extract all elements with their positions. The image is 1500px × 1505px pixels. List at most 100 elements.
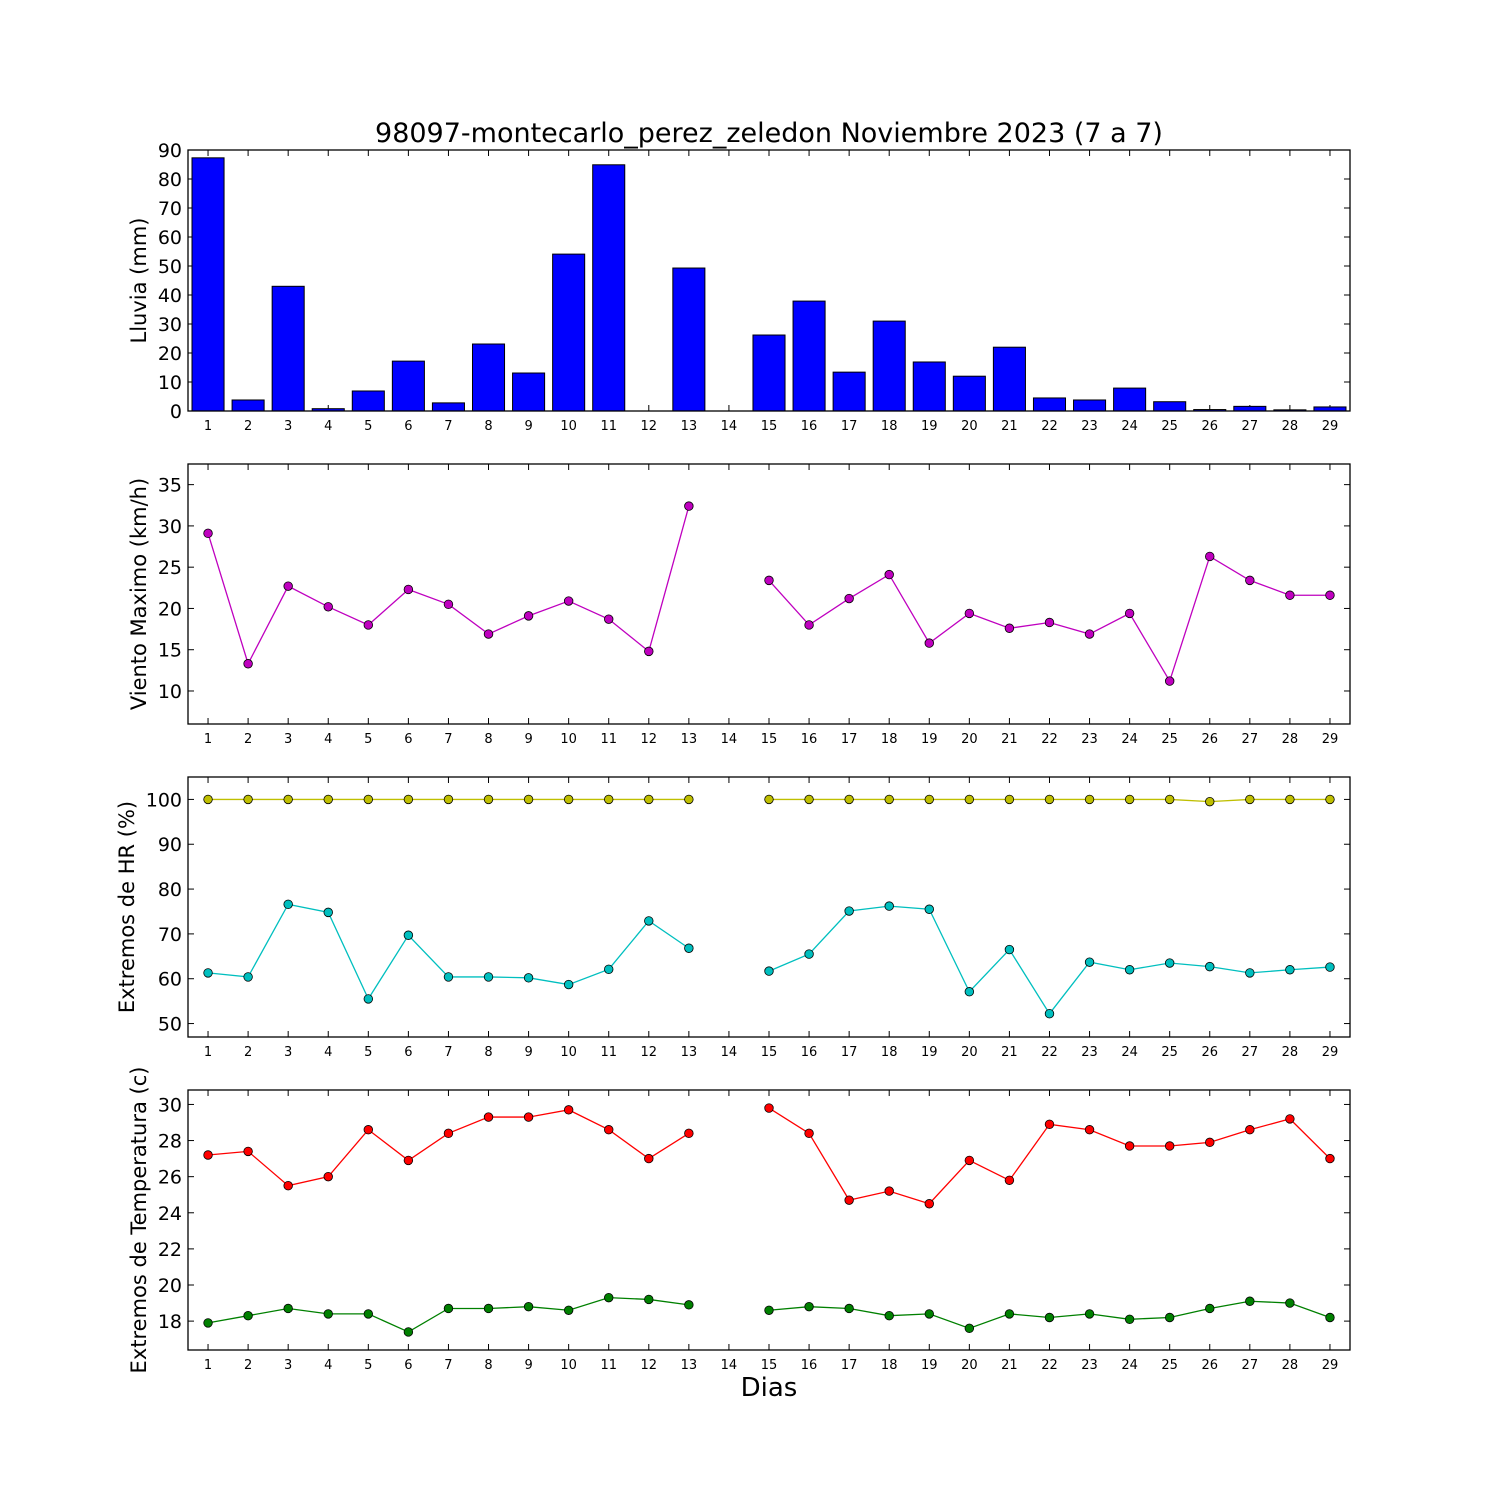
data-point	[523, 794, 534, 805]
data-point	[924, 638, 934, 648]
data-point	[363, 794, 374, 805]
x-tick-label: 11	[600, 419, 617, 434]
x-tick-label: 18	[881, 1045, 898, 1060]
bar	[952, 375, 986, 412]
data-point	[844, 1303, 854, 1314]
bar	[471, 343, 506, 412]
data-point	[604, 614, 614, 624]
y-tick-label: 60	[158, 227, 182, 249]
y-tick-label: 20	[158, 1275, 182, 1297]
data-point	[1164, 794, 1175, 805]
data-point	[1285, 794, 1295, 805]
y-tick-label: 90	[158, 140, 182, 162]
data-point	[1164, 1141, 1175, 1151]
x-tick-label: 24	[1121, 1358, 1138, 1373]
data-point	[403, 930, 414, 940]
data-point	[764, 966, 774, 976]
x-tick-label: 11	[600, 1358, 617, 1373]
x-tick-label: 28	[1282, 419, 1299, 434]
x-tick-label: 1	[204, 732, 212, 747]
data-point	[1124, 965, 1135, 975]
data-point	[403, 794, 414, 805]
data-point	[804, 949, 814, 959]
bar	[592, 164, 626, 412]
x-tick-label: 10	[560, 732, 577, 747]
x-tick-label: 24	[1121, 732, 1138, 747]
data-point	[764, 1305, 774, 1315]
bar	[1233, 405, 1267, 412]
x-tick-label: 29	[1322, 419, 1339, 434]
x-tick-label: 17	[841, 419, 858, 434]
y-tick-label: 0	[170, 401, 182, 423]
x-tick-label: 23	[1081, 419, 1098, 434]
x-tick-label: 20	[961, 1045, 978, 1060]
axes-frame	[187, 776, 1351, 1038]
bar	[912, 361, 946, 412]
data-point	[604, 1292, 614, 1303]
x-tick-label: 6	[404, 419, 412, 434]
x-tick-label: 27	[1242, 419, 1259, 434]
data-point	[483, 1112, 494, 1122]
data-point	[443, 794, 454, 805]
y-tick-label: 90	[158, 834, 182, 856]
x-tick-label: 1	[204, 1358, 212, 1373]
x-axis-label: Dias	[741, 1373, 798, 1403]
data-point	[1325, 794, 1335, 805]
x-tick-label: 19	[921, 1358, 938, 1373]
data-point	[563, 979, 574, 990]
data-point	[644, 1294, 654, 1305]
data-point	[1245, 968, 1255, 978]
data-point	[203, 528, 213, 539]
x-tick-label: 3	[284, 732, 292, 747]
x-tick-label: 17	[841, 732, 858, 747]
data-point	[563, 1305, 574, 1315]
data-point	[644, 1153, 654, 1164]
x-tick-label: 16	[801, 732, 818, 747]
axes-frame	[187, 149, 1351, 412]
y-tick-label: 25	[158, 557, 182, 579]
data-point	[1205, 1303, 1215, 1314]
data-point	[483, 972, 494, 982]
data-point	[1044, 617, 1055, 628]
y-axis-label: Lluvia (mm)	[127, 218, 151, 344]
data-point	[644, 916, 654, 926]
y-axis-label: Extremos de HR (%)	[115, 801, 139, 1013]
data-point	[523, 1301, 534, 1312]
data-point	[403, 1155, 414, 1166]
x-tick-label: 21	[1001, 1358, 1018, 1373]
data-point	[1044, 794, 1055, 805]
data-point	[203, 968, 213, 978]
data-point	[964, 1323, 975, 1334]
data-point	[804, 1128, 814, 1139]
data-point	[1205, 551, 1215, 562]
x-tick-label: 16	[801, 419, 818, 434]
data-point	[884, 794, 894, 805]
data-point	[243, 794, 253, 805]
data-point	[804, 1301, 814, 1312]
x-tick-label: 7	[444, 419, 452, 434]
bar	[832, 371, 866, 412]
x-tick-label: 14	[721, 732, 738, 747]
x-tick-label: 21	[1001, 419, 1018, 434]
data-point	[1084, 1125, 1095, 1135]
data-point	[1084, 629, 1095, 639]
data-point	[1245, 575, 1255, 586]
data-point	[283, 581, 293, 591]
x-tick-label: 3	[284, 1045, 292, 1060]
x-tick-label: 4	[324, 419, 332, 434]
data-point	[924, 904, 934, 914]
data-point	[964, 987, 975, 997]
bar	[992, 346, 1026, 412]
x-tick-label: 28	[1282, 1045, 1299, 1060]
bar	[552, 253, 586, 412]
data-point	[323, 907, 333, 918]
x-tick-label: 13	[681, 732, 698, 747]
data-point	[844, 794, 854, 805]
data-point	[764, 1103, 774, 1113]
y-tick-label: 80	[158, 169, 182, 191]
x-tick-label: 15	[761, 1358, 778, 1373]
bar	[271, 285, 305, 412]
x-tick-label: 14	[721, 419, 738, 434]
